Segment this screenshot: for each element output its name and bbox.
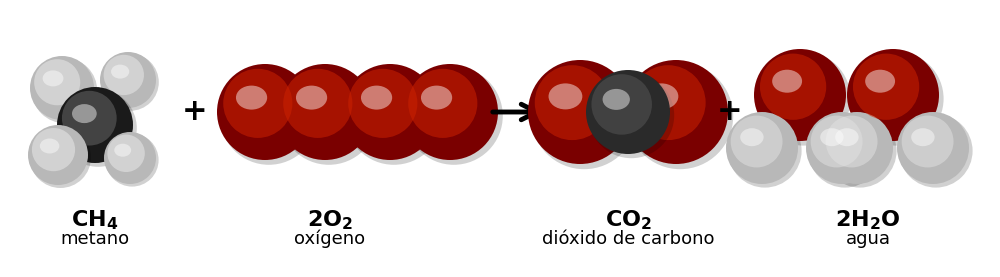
Circle shape bbox=[104, 132, 156, 184]
Text: +: + bbox=[717, 98, 743, 127]
Circle shape bbox=[531, 63, 637, 169]
Circle shape bbox=[754, 49, 846, 141]
Circle shape bbox=[823, 114, 897, 188]
Ellipse shape bbox=[40, 138, 59, 153]
Circle shape bbox=[30, 127, 91, 188]
Circle shape bbox=[806, 112, 878, 184]
Circle shape bbox=[280, 67, 378, 165]
Circle shape bbox=[348, 69, 417, 138]
Circle shape bbox=[757, 52, 851, 146]
Circle shape bbox=[408, 69, 477, 138]
Circle shape bbox=[902, 116, 954, 167]
Text: $\mathbf{2O_2}$: $\mathbf{2O_2}$ bbox=[307, 208, 353, 232]
Circle shape bbox=[535, 65, 610, 140]
Ellipse shape bbox=[72, 104, 97, 123]
Circle shape bbox=[627, 63, 733, 169]
Ellipse shape bbox=[421, 86, 452, 110]
Circle shape bbox=[402, 64, 498, 160]
Ellipse shape bbox=[772, 70, 802, 93]
Circle shape bbox=[30, 56, 94, 120]
Text: $\mathbf{2H_2O}$: $\mathbf{2H_2O}$ bbox=[835, 208, 901, 232]
Circle shape bbox=[277, 64, 373, 160]
Circle shape bbox=[897, 112, 969, 184]
Circle shape bbox=[899, 114, 973, 188]
Text: +: + bbox=[182, 98, 208, 127]
Circle shape bbox=[106, 134, 159, 187]
Circle shape bbox=[217, 64, 313, 160]
Ellipse shape bbox=[740, 128, 764, 146]
Circle shape bbox=[104, 55, 144, 95]
Circle shape bbox=[726, 112, 798, 184]
Circle shape bbox=[760, 54, 826, 120]
Ellipse shape bbox=[645, 83, 678, 109]
Circle shape bbox=[808, 114, 882, 188]
Ellipse shape bbox=[603, 89, 630, 110]
Ellipse shape bbox=[296, 86, 327, 110]
Circle shape bbox=[405, 67, 503, 165]
Circle shape bbox=[586, 70, 670, 154]
Circle shape bbox=[853, 54, 919, 120]
Circle shape bbox=[591, 74, 652, 135]
Ellipse shape bbox=[865, 70, 895, 93]
Circle shape bbox=[100, 52, 156, 108]
Circle shape bbox=[107, 135, 145, 172]
Circle shape bbox=[62, 91, 117, 145]
Circle shape bbox=[102, 54, 159, 111]
Ellipse shape bbox=[549, 83, 582, 109]
Ellipse shape bbox=[361, 86, 392, 110]
Circle shape bbox=[589, 73, 674, 158]
Circle shape bbox=[850, 52, 944, 146]
Text: $\mathbf{CH_4}$: $\mathbf{CH_4}$ bbox=[71, 208, 119, 232]
Text: agua: agua bbox=[846, 230, 891, 248]
Circle shape bbox=[223, 69, 292, 138]
Text: metano: metano bbox=[60, 230, 130, 248]
Ellipse shape bbox=[835, 128, 859, 146]
Ellipse shape bbox=[820, 128, 844, 146]
Circle shape bbox=[220, 67, 318, 165]
Ellipse shape bbox=[43, 70, 63, 86]
Circle shape bbox=[728, 114, 802, 188]
Text: oxígeno: oxígeno bbox=[294, 230, 366, 248]
Circle shape bbox=[826, 116, 878, 167]
Ellipse shape bbox=[114, 144, 131, 157]
Circle shape bbox=[345, 67, 443, 165]
Circle shape bbox=[811, 116, 863, 167]
Ellipse shape bbox=[911, 128, 935, 146]
Circle shape bbox=[283, 69, 352, 138]
Circle shape bbox=[32, 58, 97, 123]
Ellipse shape bbox=[111, 65, 129, 79]
Circle shape bbox=[28, 125, 88, 185]
Circle shape bbox=[34, 59, 80, 105]
Ellipse shape bbox=[236, 86, 267, 110]
Circle shape bbox=[847, 49, 939, 141]
Circle shape bbox=[342, 64, 438, 160]
Circle shape bbox=[624, 60, 728, 164]
Circle shape bbox=[821, 112, 893, 184]
Circle shape bbox=[57, 87, 133, 163]
Circle shape bbox=[32, 128, 75, 171]
Text: $\mathbf{CO_2}$: $\mathbf{CO_2}$ bbox=[605, 208, 651, 232]
Circle shape bbox=[528, 60, 632, 164]
Text: dióxido de carbono: dióxido de carbono bbox=[542, 230, 714, 248]
Circle shape bbox=[731, 116, 783, 167]
Circle shape bbox=[631, 65, 706, 140]
Circle shape bbox=[59, 89, 137, 167]
